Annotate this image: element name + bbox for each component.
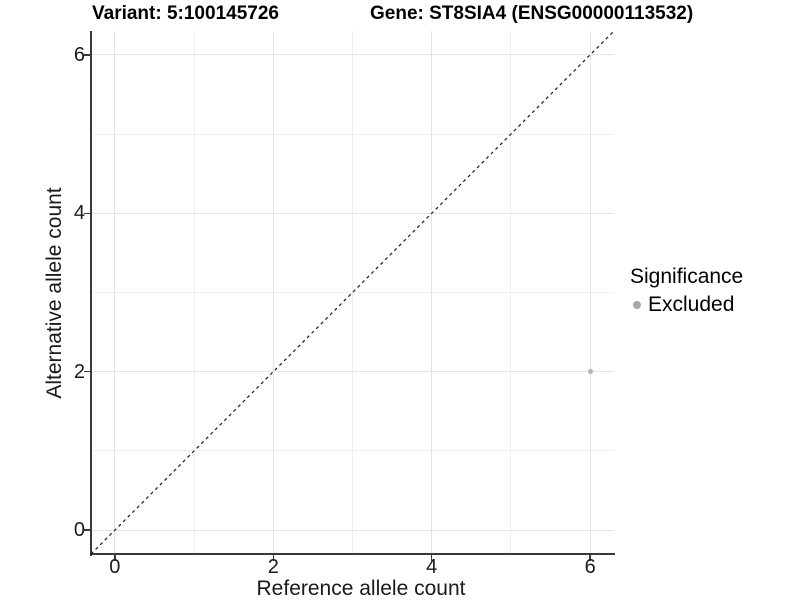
y-axis-tick: [83, 54, 91, 56]
data-point: [587, 369, 593, 375]
y-tick-label: 4: [73, 202, 85, 225]
y-tick-label: 0: [73, 519, 85, 542]
y-axis-tick: [83, 370, 91, 373]
legend-title: Significance: [630, 265, 744, 288]
legend: Significance Excluded: [630, 265, 743, 317]
gridline-y-major: [91, 212, 614, 214]
y-axis-title: Alternative allele count: [43, 187, 66, 399]
x-axis-tick: [589, 554, 591, 562]
y-axis-tick: [83, 529, 91, 531]
x-axis-tick: [272, 554, 274, 562]
plot-title-variant: Variant: 5:100145726: [92, 3, 279, 24]
gridline-x-major: [114, 31, 116, 554]
legend-point-icon: [633, 301, 641, 309]
x-tick-label: 0: [109, 556, 121, 578]
gridline-y-minor: [91, 450, 614, 452]
legend-item-label: Excluded: [648, 293, 735, 316]
y-axis-line: [90, 31, 92, 556]
gridline-y-major: [91, 371, 614, 373]
x-axis-tick: [114, 554, 116, 562]
gridline-x-major: [431, 31, 433, 554]
gridline-x-major: [589, 31, 591, 554]
gridline-x-major: [272, 31, 274, 554]
y-tick-label: 6: [73, 43, 85, 66]
x-axis-tick: [430, 554, 433, 562]
y-tick-label: 2: [73, 360, 85, 383]
gridline-y-minor: [91, 133, 614, 135]
gridline-y-minor: [91, 292, 614, 293]
x-tick-label: 4: [426, 556, 438, 578]
gridline-y-major: [91, 529, 614, 531]
y-axis-tick: [83, 212, 91, 214]
legend-item-excluded: Excluded: [633, 293, 743, 317]
x-tick-label: 6: [584, 556, 596, 578]
x-axis-title: Reference allele count: [256, 577, 466, 600]
gridline-y-major: [91, 54, 614, 56]
x-axis-line: [90, 553, 615, 555]
plot-title-gene: Gene: ST8SIA4 (ENSG00000113532): [370, 3, 694, 24]
x-tick-label: 2: [267, 556, 279, 578]
